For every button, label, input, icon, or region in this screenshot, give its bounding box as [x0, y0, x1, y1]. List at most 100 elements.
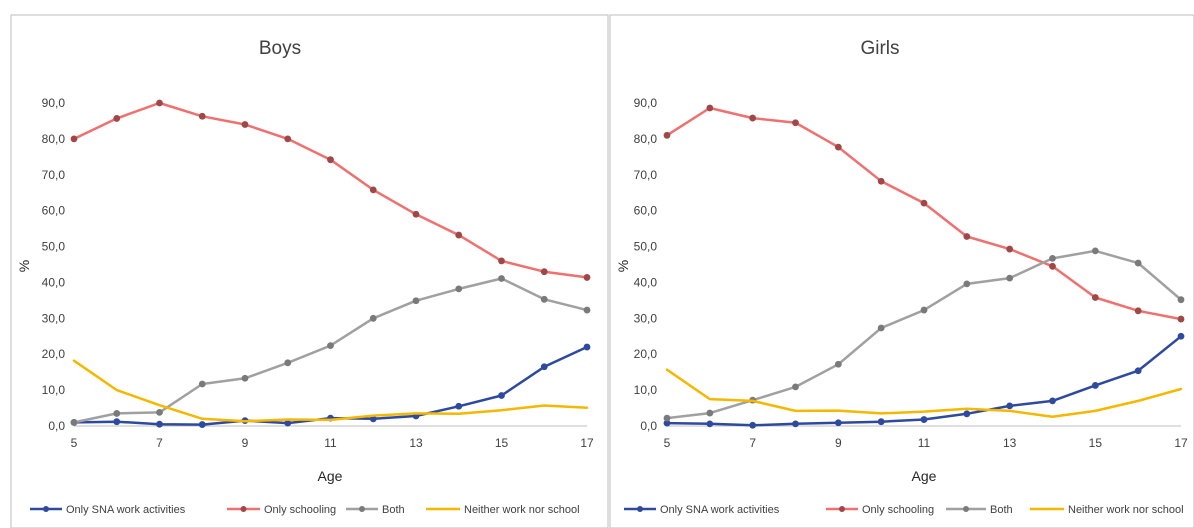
boys-legend-item: Both [346, 504, 405, 516]
boys-data-point-both [198, 380, 206, 388]
boys-data-point-only-schooling [455, 231, 463, 239]
boys-data-point-only-sna-work-activities [455, 402, 463, 410]
boys-x-tick-label: 7 [156, 436, 163, 450]
girls-y-tick-labels: 0,0 10,0 20,0 30,0 40,0 50,0 60,0 70,0 80,0 90,0 [634, 96, 658, 433]
boys-y-tick-label: 20,0 [42, 347, 66, 361]
boys-data-point-only-schooling [369, 186, 377, 194]
girls-chart-title: Girls [860, 38, 899, 59]
boys-x-tick-label: 11 [324, 436, 337, 450]
boys-legend-label: Only schooling [264, 504, 336, 516]
girls-data-point-only-schooling [920, 199, 928, 207]
girls-legend-label: Only SNA work activities [660, 504, 780, 516]
girls-y-tick-label: 60,0 [634, 204, 658, 218]
boys-y-tick-label: 10,0 [42, 383, 66, 397]
boys-x-tick-label: 17 [580, 436, 594, 450]
girls-y-tick-label: 20,0 [634, 347, 658, 361]
girls-data-point-both [1049, 254, 1056, 262]
girls-data-point-only-schooling [663, 131, 671, 139]
boys-chart-panel: Boys % Age 0,010,020,030,040,050,060,070… [10, 14, 609, 528]
boys-data-point-only-sna-work-activities [540, 363, 548, 371]
girls-x-tick-label: 7 [749, 436, 756, 450]
boys-y-tick-label: 70,0 [42, 168, 66, 182]
girls-legend-item: Neither work nor school [1030, 504, 1184, 516]
boys-y-tick-labels: 0,0 10,0 20,0 30,0 40,0 50,0 60,0 70,0 80,0 90,0 [42, 96, 66, 433]
girls-x-tick-label: 13 [1003, 436, 1017, 450]
boys-data-point-both [540, 295, 548, 303]
boys-legend-marker [43, 506, 49, 512]
boys-data-point-both [156, 408, 163, 416]
boys-data-point-only-schooling [327, 156, 334, 164]
girls-legend-label: Only schooling [862, 504, 934, 516]
boys-chart-title: Boys [259, 38, 301, 59]
boys-y-tick-label: 90,0 [42, 96, 66, 110]
girls-y-tick-label: 80,0 [634, 132, 658, 146]
boys-data-point-only-sna-work-activities [156, 420, 163, 428]
boys-data-point-both [369, 314, 377, 322]
girls-data-point-only-schooling [1006, 245, 1014, 253]
girls-legend-marker [839, 506, 845, 512]
girls-y-axis-label: % [615, 260, 631, 272]
boys-data-point-only-schooling [583, 274, 591, 281]
girls-data-point-only-schooling [749, 114, 757, 122]
boys-data-point-both [327, 342, 334, 350]
girls-data-point-only-schooling [1049, 262, 1056, 270]
girls-legend-item: Both [946, 504, 1013, 516]
boys-y-tick-label: 50,0 [42, 240, 66, 254]
boys-data-point-only-sna-work-activities [284, 419, 292, 427]
girls-y-tick-label: 90,0 [634, 96, 658, 110]
girls-x-tick-label: 5 [664, 436, 671, 450]
girls-data-point-both [1177, 296, 1185, 304]
girls-data-point-both [1006, 274, 1014, 282]
girls-y-tick-label: 40,0 [634, 275, 658, 289]
girls-data-point-only-sna-work-activities [834, 419, 842, 427]
girls-data-point-only-sna-work-activities [1006, 402, 1014, 410]
girls-series-line-neither-work-nor-school [665, 368, 1183, 418]
girls-data-point-only-sna-work-activities [920, 416, 928, 423]
boys-x-axis-label: Age [318, 468, 343, 484]
boys-data-point-both [113, 410, 121, 417]
boys-data-point-both [498, 275, 505, 282]
boys-data-point-both [412, 297, 420, 305]
boys-legend-label: Only SNA work activities [66, 504, 186, 516]
girls-series-layer [663, 104, 1185, 429]
girls-y-tick-label: 30,0 [634, 311, 658, 325]
girls-data-point-both [920, 306, 928, 314]
boys-data-point-only-schooling [284, 135, 292, 143]
boys-legend-item: Only schooling [227, 504, 336, 516]
boys-data-point-only-schooling [70, 135, 78, 143]
girls-chart-panel: Girls % Age 0,0 10,0 20,0 30,0 40,0 50,0 60,0 7… [609, 14, 1194, 528]
boys-y-tick-label: 0,0 [48, 419, 65, 433]
boys-data-point-only-schooling [540, 268, 548, 276]
boys-x-tick-label: 15 [495, 436, 509, 450]
girls-legend-marker [963, 506, 969, 512]
girls-x-tick-label: 9 [835, 436, 842, 450]
girls-legend-item: Only SNA work activities [624, 504, 780, 516]
girls-data-point-both [877, 324, 885, 332]
girls-data-point-only-schooling [1177, 315, 1185, 323]
boys-data-point-both [583, 306, 591, 314]
boys-data-point-both [455, 285, 463, 293]
boys-x-tick-label: 5 [71, 436, 78, 450]
boys-x-tick-label: 13 [409, 436, 423, 450]
girls-data-point-only-sna-work-activities [1049, 397, 1056, 405]
girls-legend: Only SNA work activities Only schooling Bo… [624, 504, 1184, 516]
boys-data-point-both [284, 359, 292, 367]
girls-legend-marker [637, 506, 643, 512]
girls-x-tick-labels: 5 7 9 11 13 15 17 [664, 436, 1188, 450]
boys-data-point-only-sna-work-activities [369, 415, 377, 423]
girls-data-point-only-sna-work-activities [706, 420, 714, 428]
girls-data-point-only-sna-work-activities [1091, 382, 1099, 389]
boys-data-point-both [70, 419, 78, 426]
girls-chart-frame [609, 14, 1194, 528]
girls-data-point-both [834, 360, 842, 368]
girls-data-point-only-sna-work-activities [1134, 367, 1142, 375]
boys-legend-item: Neither work nor school [426, 504, 580, 516]
girls-x-tick-label: 11 [918, 436, 931, 450]
girls-data-point-only-schooling [1091, 294, 1099, 301]
girls-data-point-only-schooling [706, 104, 714, 112]
boys-y-tick-label: 80,0 [42, 132, 66, 146]
girls-data-point-only-sna-work-activities [792, 420, 799, 428]
girls-x-tick-label: 15 [1089, 436, 1103, 450]
boys-data-point-only-sna-work-activities [113, 418, 121, 426]
girls-data-point-only-schooling [963, 233, 971, 240]
